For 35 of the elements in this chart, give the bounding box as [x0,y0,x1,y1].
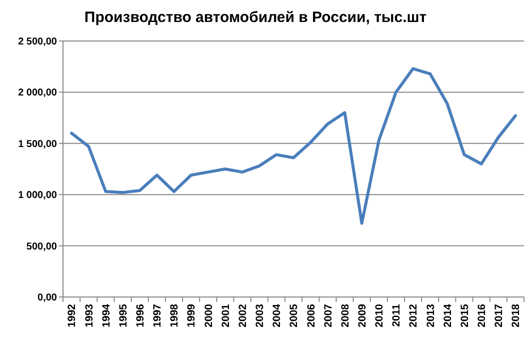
x-tick-label: 2018 [510,304,522,328]
x-tick-label: 1992 [66,304,78,328]
x-tick-label: 2009 [356,304,368,328]
x-tick-label: 2002 [236,304,249,328]
x-tick-label: 2013 [424,304,437,328]
x-tick-label: 1998 [168,304,181,328]
x-tick-label: 2008 [339,304,352,328]
x-tick-label: 2007 [322,304,334,328]
line-series [70,67,517,225]
x-tick-label: 1993 [83,304,96,328]
x-tick-label: 2011 [390,304,403,327]
y-tick-label: 2 500,00 [18,36,58,48]
x-tick-label: 2014 [442,304,454,328]
x-tick-label: 1999 [186,304,198,328]
y-tick-label: 1 500,00 [18,138,58,150]
y-tick-label: 2 000,00 [18,88,58,99]
x-tick-label: 2012 [408,304,420,328]
x-tick-label: 2010 [374,304,386,328]
x-tick-label: 1997 [152,304,164,328]
x-tick-label: 2001 [220,304,232,328]
y-tick-label: 1 000,00 [18,190,58,202]
x-tick-label: 2003 [254,304,266,328]
x-tick-label: 1995 [117,304,130,328]
y-tick-label: 0,00 [38,292,58,304]
x-tick-label: 2015 [458,304,471,328]
x-tick-label: 2006 [305,304,318,328]
x-tick-label: 1994 [100,304,112,328]
x-tick-label: 1996 [134,304,147,328]
x-tick-label: 2004 [271,304,284,328]
x-tick-label: 2005 [288,304,300,328]
x-tick-label: 2017 [493,304,506,328]
y-tick-label: 500,00 [26,241,58,252]
x-tick-label: 2016 [476,304,488,328]
x-tick-label: 2000 [202,304,215,328]
chart-title: Производство автомобилей в России, тыс.шт [84,9,427,26]
